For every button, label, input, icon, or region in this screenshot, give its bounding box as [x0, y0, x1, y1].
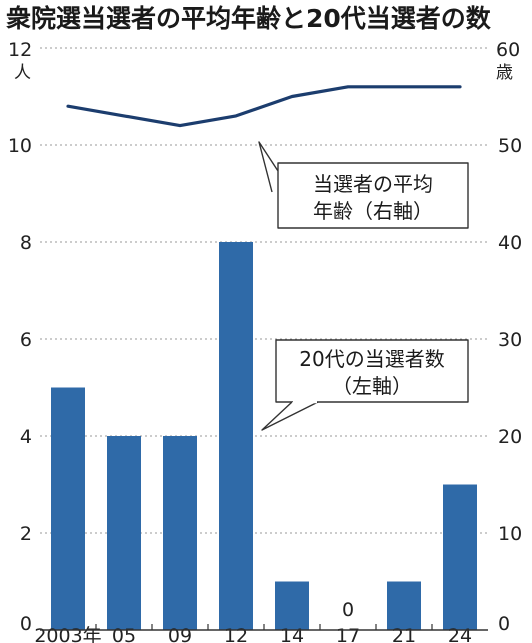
right-axis-tick-label: 40: [498, 232, 522, 254]
left-axis-tick-label: 8: [20, 232, 32, 254]
left-axis-tick-label: 0: [20, 613, 32, 635]
left-axis-tick-label: 4: [20, 426, 32, 448]
line-series: [66, 85, 462, 128]
bar-series: [51, 242, 477, 630]
bar: [387, 581, 421, 630]
x-tick-label: 21: [392, 625, 416, 643]
line-callout-text-2: 年齢（右軸）: [313, 199, 433, 223]
line-callout-text-1: 当選者の平均: [313, 172, 433, 196]
x-tick-label: 09: [168, 625, 192, 643]
bar-callout-box: [275, 339, 469, 403]
right-axis-unit: 歳: [496, 63, 513, 83]
x-tick-label: 12: [224, 625, 248, 643]
right-axis-top-tick: 60: [496, 39, 520, 61]
right-axis-tick-label: 50: [498, 135, 522, 157]
right-axis-tick-label: 0: [498, 613, 510, 635]
x-axis-ticks: 2003年 05 09 12 14 17 21 24: [34, 624, 472, 643]
bar: [107, 436, 141, 630]
left-axis-ticks: 0 2 4 6 8 10: [8, 135, 32, 635]
right-axis-tick-label: 10: [498, 523, 522, 545]
left-axis-unit: 人: [14, 63, 31, 83]
left-axis-tick-label: 10: [8, 135, 32, 157]
line-callout-box: [258, 141, 469, 229]
bar: [51, 387, 85, 630]
chart-title: 衆院選当選者の平均年齢と20代当選者の数: [6, 4, 492, 33]
bar-callout-text-1: 20代の当選者数: [299, 347, 444, 371]
bar-callout-pointer: [261, 401, 319, 431]
right-axis-ticks: 0 10 20 30 40 50: [498, 135, 522, 635]
bar: [163, 436, 197, 630]
x-tick-label: 14: [280, 625, 304, 643]
bar: [275, 581, 309, 630]
right-axis-tick-label: 30: [498, 329, 522, 351]
bar-callout-text-2: （左軸）: [332, 374, 412, 398]
x-tick-label: 24: [448, 625, 472, 643]
x-tick-label: 05: [112, 625, 136, 643]
x-tick-label: 2003年: [34, 625, 101, 643]
left-axis-top-tick: 12: [8, 39, 32, 61]
x-tick-label: 17: [336, 625, 360, 643]
bar: [443, 484, 477, 630]
left-axis-tick-label: 6: [20, 329, 32, 351]
bar: [219, 242, 253, 630]
zero-value-label: 0: [342, 599, 354, 621]
right-axis-tick-label: 20: [498, 426, 522, 448]
line-path: [66, 85, 462, 128]
left-axis-tick-label: 2: [20, 523, 32, 545]
